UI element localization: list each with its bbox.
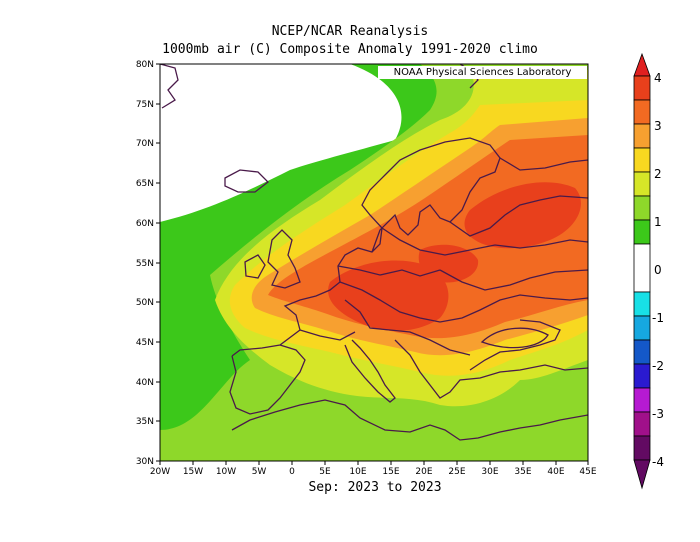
lat-label: 30N xyxy=(136,457,154,467)
lon-label: 40E xyxy=(547,467,564,477)
map-subtitle: 1000mb air (C) Composite Anomaly 1991-20… xyxy=(162,42,538,57)
lon-label: 5W xyxy=(252,467,267,477)
colorbar-top-arrow xyxy=(633,52,651,77)
colorbar-swatch xyxy=(633,411,651,437)
lat-label: 50N xyxy=(136,298,154,308)
colorbar-label: 1 xyxy=(654,215,662,229)
lat-label: 40N xyxy=(136,378,154,388)
lat-label: 55N xyxy=(136,259,154,269)
lon-label: 25E xyxy=(448,467,465,477)
colorbar-swatch xyxy=(633,99,651,125)
colorbar-swatch xyxy=(633,219,651,245)
colorbar-label: -1 xyxy=(652,311,664,325)
latitude-labels: 80N 75N 70N 65N 60N 55N 50N 45N 40N 35N … xyxy=(136,60,154,467)
lon-label: 20E xyxy=(415,467,432,477)
colorbar-swatch xyxy=(633,243,651,293)
colorbar-label: 2 xyxy=(654,167,662,181)
lat-label: 80N xyxy=(136,60,154,70)
colorbar-swatch xyxy=(633,387,651,413)
colorbar-bottom-arrow xyxy=(633,459,651,490)
lon-label: 0 xyxy=(289,467,295,477)
lon-label: 10W xyxy=(216,467,236,477)
map-title: NCEP/NCAR Reanalysis xyxy=(271,24,429,39)
colorbar-labels: 4 3 2 1 0 -1 -2 -3 -4 xyxy=(652,71,664,469)
lon-label: 30E xyxy=(481,467,498,477)
colorbar-swatch xyxy=(633,171,651,197)
period-label: Sep: 2023 to 2023 xyxy=(308,480,442,495)
colorbar-swatch xyxy=(633,363,651,389)
colorbar-swatch xyxy=(633,195,651,221)
colorbar-swatch xyxy=(633,339,651,365)
lat-label: 65N xyxy=(136,179,154,189)
lon-label: 45E xyxy=(579,467,596,477)
lat-label: 45N xyxy=(136,338,154,348)
lat-label: 60N xyxy=(136,219,154,229)
colorbar-label: -3 xyxy=(652,407,664,421)
colorbar-label: -4 xyxy=(652,455,664,469)
anomaly-zero-north-atlantic xyxy=(160,64,402,222)
colorbar xyxy=(633,52,651,490)
colorbar-swatch xyxy=(633,315,651,341)
lat-label: 35N xyxy=(136,417,154,427)
lon-label: 20W xyxy=(150,467,170,477)
colorbar-swatch xyxy=(633,147,651,173)
lon-label: 5E xyxy=(319,467,331,477)
lat-label: 70N xyxy=(136,139,154,149)
lat-label: 75N xyxy=(136,100,154,110)
colorbar-swatch xyxy=(633,291,651,317)
anomaly-35-4-central-europe xyxy=(328,260,449,331)
colorbar-label: -2 xyxy=(652,359,664,373)
lon-label: 15E xyxy=(382,467,399,477)
anomaly-35-4-russia xyxy=(464,182,581,249)
anomaly-35-4-baltic xyxy=(418,244,479,283)
colorbar-swatch xyxy=(633,435,651,461)
colorbar-label: 3 xyxy=(654,119,662,133)
credit-label: NOAA Physical Sciences Laboratory xyxy=(378,66,587,79)
lon-label: 15W xyxy=(183,467,203,477)
colorbar-label: 0 xyxy=(654,263,662,277)
axis-ticks xyxy=(156,63,589,465)
colorbar-label: 4 xyxy=(654,71,662,85)
longitude-labels: 20W 15W 10W 5W 0 5E 10E 15E 20E 25E 30E … xyxy=(150,467,597,477)
lon-label: 35E xyxy=(514,467,531,477)
lon-label: 10E xyxy=(349,467,366,477)
colorbar-swatch xyxy=(633,75,651,101)
colorbar-swatch xyxy=(633,123,651,149)
anomaly-field xyxy=(160,64,588,461)
